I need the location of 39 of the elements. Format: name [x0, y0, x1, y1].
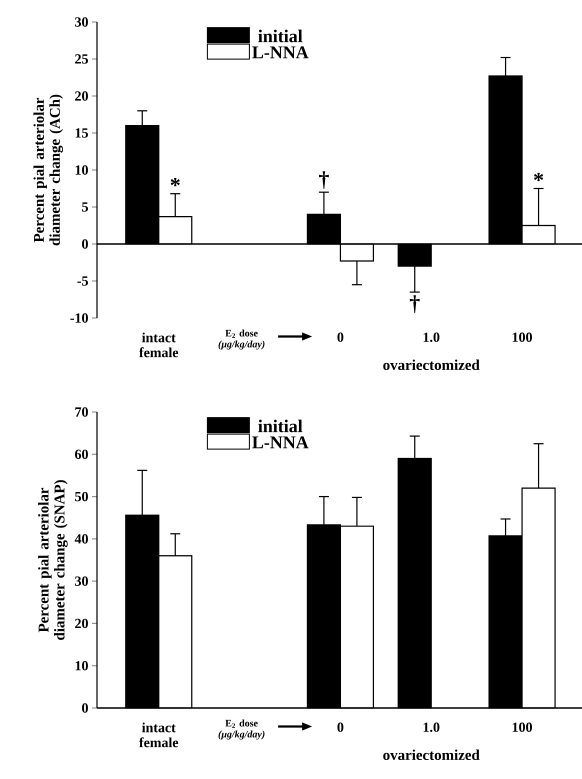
x-tick-label: 1.0 [424, 722, 440, 732]
x-tick-label: 100 [512, 332, 532, 342]
legend-label: L-NNA [252, 46, 309, 58]
y-axis-title: Percent pial arteriolar diameter change (ACh) [33, 94, 64, 246]
legend-label: initial [258, 30, 302, 42]
text: ovariectomized [383, 360, 480, 370]
y-tick-label: 0 [82, 239, 88, 249]
x-tick-label: 0 [337, 722, 344, 732]
text: E$_{2}$ dose (μg/kg/day) [218, 330, 264, 350]
x-tick-label: intact female [139, 332, 178, 358]
annotation: * [170, 178, 180, 186]
annotation: † [410, 295, 420, 314]
y-tick-label: -10 [70, 313, 88, 323]
text: E$_{2}$ dose (μg/kg/day) [218, 720, 264, 740]
x-tick-label: 100 [512, 722, 532, 732]
x-tick-label: intact female [139, 722, 178, 748]
y-tick-label: 10 [76, 661, 88, 670]
y-tick-label: 20 [75, 618, 88, 628]
y-axis-title: Percent pial arteriolar diameter change (SNAP) [38, 480, 68, 640]
annotation: * [534, 172, 544, 182]
y-tick-label: 70 [75, 407, 88, 417]
y-tick-label: 25 [75, 54, 88, 64]
y-tick-label: 0 [82, 703, 88, 713]
y-tick-label: 15 [76, 128, 88, 138]
x-tick-label: 0 [337, 332, 344, 342]
legend-label: L-NNA [252, 436, 309, 448]
y-tick-label: 30 [75, 576, 88, 586]
y-tick-label: 30 [75, 17, 88, 27]
y-tick-label: 5 [82, 202, 88, 212]
y-tick-label: 20 [75, 91, 88, 101]
text: ovariectomized [383, 750, 480, 760]
annotation: † [318, 171, 329, 189]
y-tick-label: 10 [76, 165, 88, 175]
y-tick-label: 40 [74, 534, 88, 544]
legend-label: initial [258, 420, 302, 432]
x-tick-label: 1.0 [424, 332, 440, 342]
y-tick-label: 50 [75, 492, 88, 502]
y-tick-label: -5 [77, 276, 88, 286]
y-tick-label: 60 [75, 450, 88, 459]
